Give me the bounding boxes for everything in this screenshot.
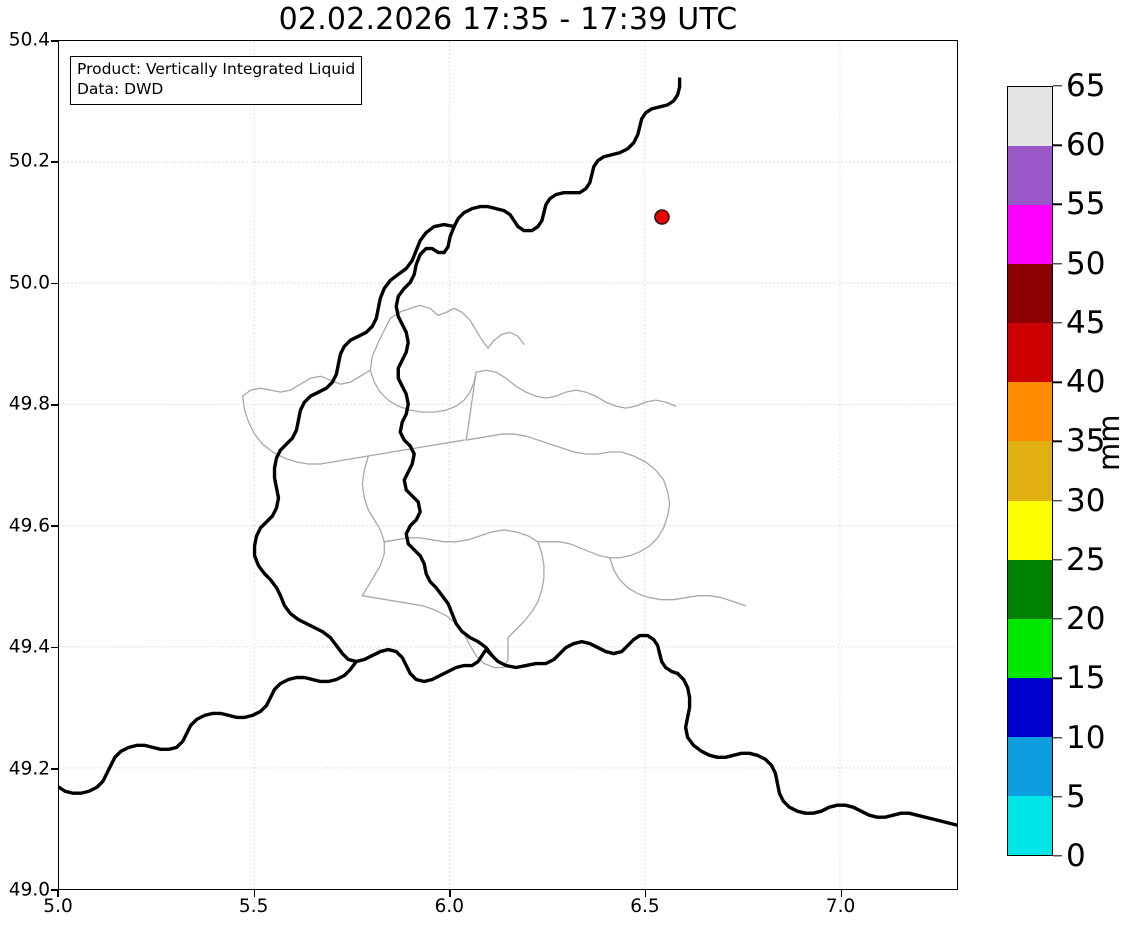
colorbar-band [1008,382,1052,442]
colorbar-band [1008,146,1052,206]
y-tick-label: 50.4 [8,29,50,51]
x-tick-label: 6.5 [630,896,660,917]
colorbar-tick-label: 45 [1066,304,1106,341]
colorbar-tick-label: 30 [1066,482,1106,519]
colorbar-band [1008,618,1052,678]
grid-lines [59,41,957,889]
colorbar-band [1008,736,1052,796]
colorbar-unit-label: mm [1092,414,1126,472]
map-plot-area[interactable]: Product: Vertically Integrated Liquid Da… [58,40,958,890]
y-tick-label: 49.4 [8,636,50,658]
radar-site-marker[interactable] [654,209,670,225]
colorbar-tick-label: 50 [1066,245,1106,282]
colorbar-tick-label: 25 [1066,541,1106,578]
y-axis: 49.0 49.2 49.4 49.6 49.8 50.0 50.2 50.4 [0,30,50,901]
colorbar-band [1008,87,1052,147]
colorbar [1007,86,1053,856]
figure-title: 02.02.2026 17:35 - 17:39 UTC [278,2,738,37]
colorbar-tick-label: 60 [1066,127,1106,164]
colorbar-tick-label: 0 [1066,838,1086,874]
colorbar-tick-label: 10 [1066,719,1106,756]
colorbar-tick-label: 35 [1066,423,1106,460]
colorbar-band [1008,795,1052,856]
colorbar-tick-label: 20 [1066,601,1106,638]
x-tick-label: 6.0 [434,896,465,917]
map-svg [59,41,957,889]
x-axis: 5.0 5.5 6.0 6.5 7.0 [43,896,958,926]
y-tick-label: 49.2 [8,758,50,780]
colorbar-tick-label: 15 [1066,660,1106,697]
x-tick-label: 5.0 [43,896,73,917]
y-tick-label: 49.0 [8,879,50,901]
luxembourg-national-border [59,77,957,827]
y-tick-label: 50.2 [8,150,50,172]
y-tick-label: 50.0 [8,272,50,294]
canton-borders [241,304,747,669]
colorbar-tick-label: 55 [1066,186,1106,223]
product-info-box: Product: Vertically Integrated Liquid Da… [70,56,363,105]
x-tick-label: 5.5 [238,896,269,917]
y-tick-label: 49.6 [8,515,50,537]
colorbar-ticks: 0 5 10 15 20 25 30 35 40 45 50 55 60 65 [1053,68,1135,874]
y-tick-label: 49.8 [8,393,50,415]
colorbar-band [1008,559,1052,619]
colorbar-tick-label: 40 [1066,364,1106,401]
colorbar-band [1008,264,1052,324]
colorbar-tick-label: 65 [1066,68,1106,104]
x-tick-label: 7.0 [825,896,856,917]
colorbar-band [1008,677,1052,737]
colorbar-tick-label: 5 [1066,778,1086,815]
colorbar-band [1008,441,1052,501]
colorbar-band [1008,323,1052,383]
colorbar-band [1008,205,1052,265]
info-line-product: Product: Vertically Integrated Liquid [77,60,356,78]
info-line-data: Data: DWD [77,79,164,98]
colorbar-band [1008,500,1052,560]
